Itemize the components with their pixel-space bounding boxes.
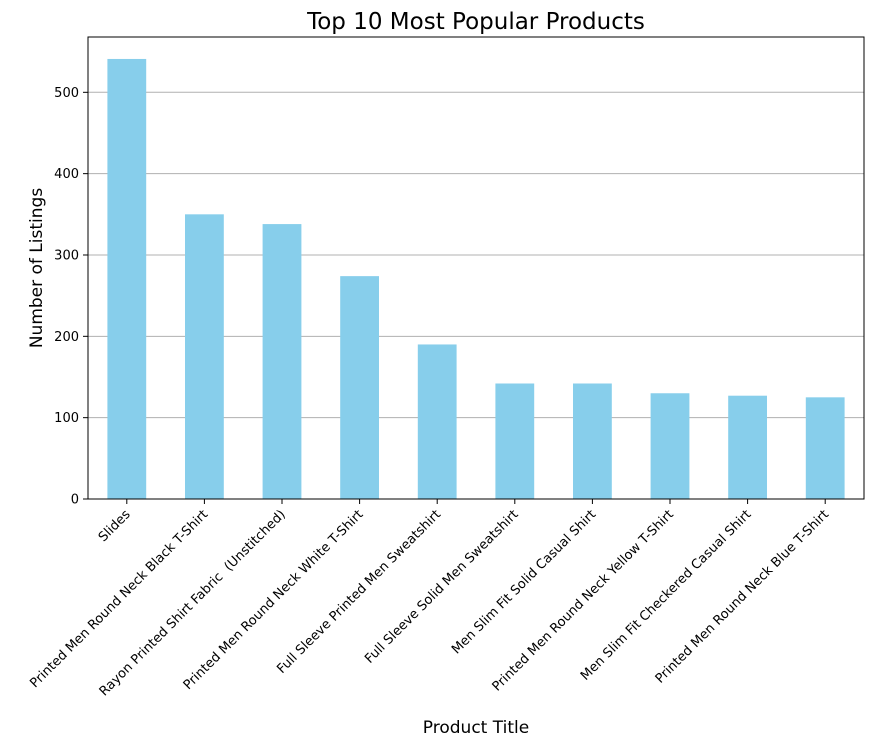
bar bbox=[107, 58, 147, 499]
bar bbox=[495, 383, 535, 499]
y-axis-label: Number of Listings bbox=[27, 188, 47, 348]
y-tick-label: 200 bbox=[54, 330, 79, 345]
y-tick-label: 500 bbox=[54, 86, 79, 101]
bar bbox=[262, 224, 302, 500]
y-tick-label: 400 bbox=[54, 167, 79, 182]
bar bbox=[728, 395, 767, 499]
y-tick-label: 100 bbox=[54, 411, 79, 426]
x-tick-label: Men Slim Fit Solid Casual Shirt bbox=[449, 507, 599, 657]
x-axis-label: Product Title bbox=[423, 718, 529, 738]
plot-frame bbox=[87, 36, 865, 500]
bars bbox=[107, 58, 845, 500]
y-axis-ticks: 0 100 200 300 400 500 bbox=[54, 86, 88, 508]
bar bbox=[805, 397, 845, 499]
x-tick-label: Slides bbox=[96, 507, 134, 545]
y-tick-label: 0 bbox=[71, 493, 79, 508]
y-tick-label: 300 bbox=[54, 248, 79, 263]
x-tick-label: Printed Men Round Neck Black T-Shirt bbox=[27, 507, 211, 691]
x-tick-label: Full Sleeve Solid Men Sweatshirt bbox=[362, 507, 521, 666]
bar bbox=[573, 383, 612, 499]
x-tick-label: Full Sleeve Printed Men Sweatshirt bbox=[274, 507, 444, 677]
bar bbox=[417, 344, 457, 499]
bar bbox=[650, 393, 690, 499]
bar bbox=[185, 214, 224, 499]
bar bbox=[340, 276, 379, 499]
x-tick-label: Printed Men Round Neck White T-Shirt bbox=[181, 507, 367, 693]
x-tick-label: Printed Men Round Neck Yellow T-Shirt bbox=[490, 507, 677, 694]
x-tick-label: Printed Men Round Neck Blue T-Shirt bbox=[653, 507, 832, 686]
x-tick-label: Men Slim Fit Checkered Casual Shirt bbox=[578, 507, 754, 683]
chart-title: Top 10 Most Popular Products bbox=[306, 9, 645, 35]
